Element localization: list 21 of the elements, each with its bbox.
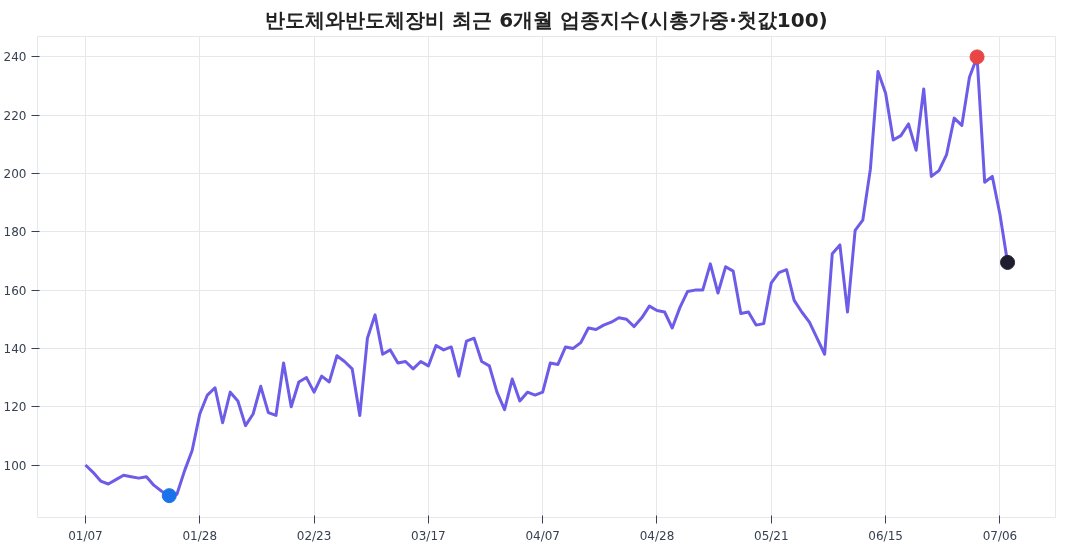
y-tick-label: 140 (3, 341, 27, 356)
x-tick-label: 07/06 (982, 528, 1018, 543)
x-tick-label: 06/15 (868, 528, 903, 543)
x-tick-label: 01/07 (68, 528, 103, 543)
x-tick-label: 05/21 (754, 528, 789, 543)
chart-title: 반도체와반도체장비 최근 6개월 업종지수(시총가중·첫값100) (265, 7, 828, 32)
y-tick-label: 220 (3, 108, 27, 123)
x-tick-label: 04/28 (639, 528, 675, 543)
x-tick-label: 02/23 (296, 528, 332, 543)
point (969, 49, 985, 65)
y-tick-label: 100 (3, 458, 27, 473)
y-tick-label: 200 (3, 167, 27, 182)
y-tick-label: 240 (3, 50, 27, 65)
y-tick-label: 160 (3, 283, 27, 298)
y-tick-label: 120 (3, 400, 27, 415)
point (161, 488, 177, 504)
x-tick-label: 04/07 (525, 528, 560, 543)
x-tick-label: 01/28 (182, 528, 218, 543)
point (1000, 254, 1016, 270)
x-tick-label: 03/17 (411, 528, 446, 543)
y-tick-label: 180 (3, 225, 27, 240)
